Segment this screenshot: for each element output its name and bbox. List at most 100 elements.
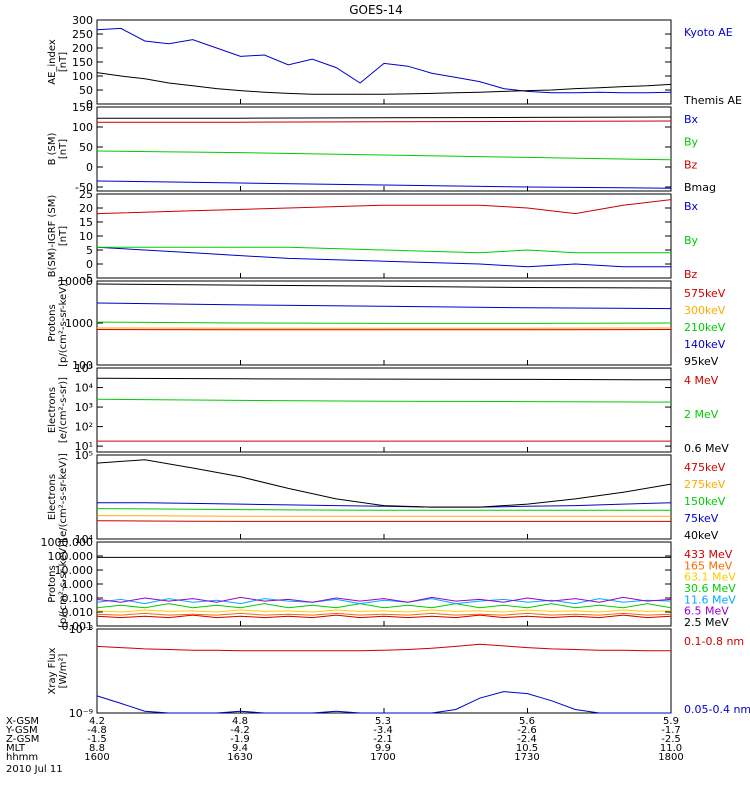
y-tick-label: 1.000 bbox=[62, 578, 94, 591]
legend-entry: 475keV bbox=[684, 461, 726, 474]
panel-frame bbox=[96, 19, 672, 105]
legend-entry: Bmag bbox=[684, 181, 716, 194]
series-line bbox=[96, 283, 672, 289]
series-line bbox=[96, 321, 672, 324]
panel-5: 10¹ 10² 10³ 10⁴ 10⁵ Electrons [e/(cm²-s-sr)] 4 … bbox=[47, 362, 729, 455]
y-tick-label: 0 bbox=[86, 161, 93, 174]
legend-entry: 0.05-0.4 nm bbox=[684, 703, 750, 716]
series-line bbox=[96, 598, 672, 605]
legend-entry: 165 MeV bbox=[684, 559, 733, 572]
panel-8: 10⁻⁹ 10⁻⁸ Xray Flux [W/m²] 0.1-0.8 nm 0.05-0.… bbox=[47, 623, 750, 720]
series-line bbox=[96, 72, 672, 95]
footer-value: -2.4 bbox=[517, 734, 537, 745]
legend-entry: 11.6 MeV bbox=[684, 593, 736, 606]
series-line bbox=[96, 377, 672, 381]
y-tick-label: 10² bbox=[75, 421, 93, 434]
y-axis-label: B(SM)-IGRF (SM) bbox=[47, 195, 58, 278]
y-tick-label: -5 bbox=[82, 272, 93, 285]
series-line bbox=[96, 520, 671, 522]
y-axis-label: [e/(cm²-s-sr)] bbox=[58, 377, 69, 443]
series-line bbox=[96, 508, 671, 511]
series-line bbox=[96, 150, 672, 161]
series-line bbox=[97, 120, 672, 123]
footer-value: 4.2 bbox=[89, 716, 105, 727]
legend-entry: 6.5 MeV bbox=[684, 605, 729, 618]
panel-frame bbox=[96, 106, 672, 192]
series-line bbox=[96, 609, 672, 613]
legend-entry: 4 MeV bbox=[684, 374, 719, 387]
y-tick-label: 150 bbox=[72, 101, 93, 114]
footer-value: 8.8 bbox=[89, 743, 105, 754]
y-tick-label: 15 bbox=[79, 216, 93, 229]
y-axis-label: AE_index bbox=[47, 39, 58, 85]
y-tick-label: 10 bbox=[79, 230, 93, 243]
legend-entry: 210keV bbox=[684, 321, 726, 334]
series-line bbox=[96, 199, 672, 215]
y-tick-label: 0.100 bbox=[62, 592, 94, 605]
panel-4: 100 1000 10000 Protons [p/(cm²-s-sr-keV)] 575… bbox=[47, 275, 726, 372]
legend-entry: 30.6 MeV bbox=[684, 582, 736, 595]
legend-entry: 140keV bbox=[684, 338, 726, 351]
panel-frame bbox=[96, 193, 672, 279]
footer-row-label: Y-GSM bbox=[5, 725, 38, 736]
y-tick-label: 0 bbox=[86, 98, 93, 111]
y-axis-label: Protons bbox=[47, 565, 58, 602]
y-axis-label: Electrons bbox=[47, 474, 58, 520]
panel-frame bbox=[96, 541, 672, 627]
legend-entry: 275keV bbox=[684, 478, 726, 491]
y-axis-label: Protons bbox=[47, 304, 58, 341]
plot-title: GOES-14 bbox=[349, 3, 403, 17]
legend-entry: 150keV bbox=[684, 495, 726, 508]
legend-entry: 40keV bbox=[684, 529, 719, 542]
legend-entry: By bbox=[684, 136, 699, 149]
panel-frame bbox=[96, 367, 672, 453]
y-tick-label: -50 bbox=[75, 181, 93, 194]
legend-entry: 0.1-0.8 nm bbox=[684, 635, 744, 648]
legend-entry: Kyoto AE bbox=[684, 26, 733, 39]
y-tick-label: 10⁻⁸ bbox=[69, 623, 94, 636]
legend-entry: 2 MeV bbox=[684, 408, 719, 421]
y-tick-label: 100 bbox=[72, 359, 93, 372]
footer-value: -4.2 bbox=[230, 725, 250, 736]
panel-7: 0.0010.0100.1001.00010.000100.0001000.00… bbox=[41, 536, 737, 633]
footer-value: 11.0 bbox=[660, 743, 682, 754]
footer-row-label: hhmm bbox=[6, 752, 38, 763]
legend-entry: 2.5 MeV bbox=[684, 616, 729, 629]
legend-entry: 63.1 MeV bbox=[684, 571, 736, 584]
y-tick-label: 10⁵ bbox=[75, 449, 93, 462]
series-line bbox=[96, 596, 672, 603]
legend-entry: Bx bbox=[684, 113, 699, 126]
y-tick-label: 10⁴ bbox=[75, 382, 94, 395]
footer-date: 2010 Jul 11 bbox=[6, 764, 63, 775]
footer-value: 9.9 bbox=[375, 743, 391, 754]
legend-entry: Themis AE bbox=[683, 94, 742, 107]
y-tick-label: 25 bbox=[79, 188, 93, 201]
y-tick-label: 10¹ bbox=[75, 440, 93, 453]
footer-value: -4.8 bbox=[87, 725, 107, 736]
y-tick-label: 300 bbox=[72, 14, 93, 27]
footer-row-label: X-GSM bbox=[6, 716, 39, 727]
y-axis-label: Xray Flux bbox=[47, 647, 58, 694]
series-line bbox=[96, 691, 671, 714]
series-line bbox=[96, 180, 672, 189]
y-tick-label: 10.000 bbox=[55, 564, 94, 577]
series-line bbox=[96, 246, 671, 268]
y-tick-label: 10⁴ bbox=[75, 533, 94, 546]
y-axis-label: [e/(cm²-s-sr-keV)] bbox=[58, 453, 69, 541]
y-axis-label: Electrons bbox=[47, 387, 58, 433]
y-tick-label: 100 bbox=[72, 121, 93, 134]
panel-frame bbox=[96, 454, 672, 540]
series-line bbox=[97, 246, 671, 254]
y-axis-label: B (SM) bbox=[47, 132, 58, 165]
footer-value: 4.8 bbox=[232, 716, 248, 727]
footer-value: -1.5 bbox=[87, 734, 107, 745]
series-line bbox=[96, 302, 672, 310]
y-tick-label: 200 bbox=[72, 42, 93, 55]
y-tick-label: 0 bbox=[86, 258, 93, 271]
footer-value: 9.4 bbox=[232, 743, 248, 754]
series-line bbox=[96, 398, 672, 403]
